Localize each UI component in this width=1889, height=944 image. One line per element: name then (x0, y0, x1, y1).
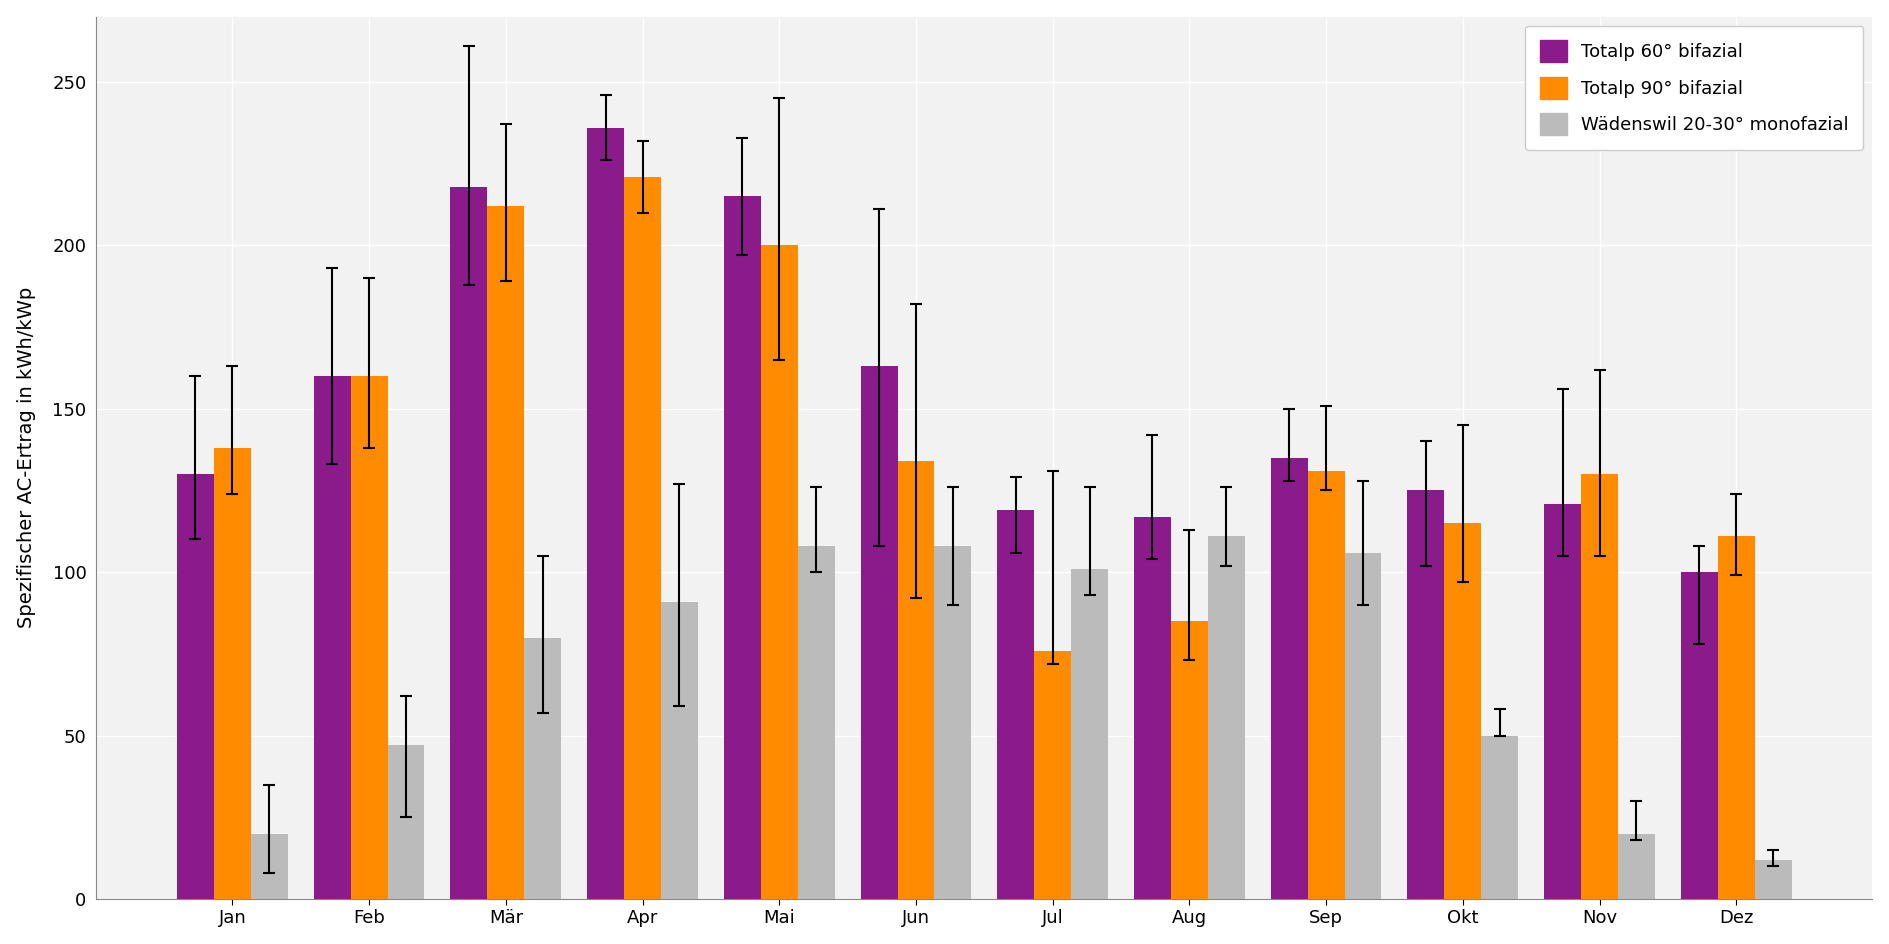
Bar (1171, 621, 1207, 899)
Y-axis label: Spezifischer AC-Ertrag in kWh/kWp: Spezifischer AC-Ertrag in kWh/kWp (17, 287, 36, 629)
Bar (450, 187, 487, 899)
Bar (1755, 860, 1791, 899)
Bar (1445, 523, 1481, 899)
Bar (935, 546, 971, 899)
Bar (1481, 735, 1519, 899)
Bar (314, 376, 351, 899)
Bar (487, 206, 525, 899)
Bar (525, 637, 561, 899)
Bar (178, 474, 213, 899)
Bar (1581, 474, 1619, 899)
Bar (1407, 491, 1445, 899)
Bar (997, 510, 1033, 899)
Bar (1033, 650, 1071, 899)
Bar (387, 746, 425, 899)
Bar (351, 376, 387, 899)
Bar (1133, 516, 1171, 899)
Legend: Totalp 60° bifazial, Totalp 90° bifazial, Wädenswil 20-30° monofazial: Totalp 60° bifazial, Totalp 90° bifazial… (1524, 25, 1863, 149)
Bar (1543, 503, 1581, 899)
Bar (1619, 834, 1655, 899)
Bar (797, 546, 835, 899)
Bar (661, 601, 697, 899)
Bar (1071, 569, 1109, 899)
Bar (897, 461, 935, 899)
Bar (1207, 536, 1245, 899)
Bar (623, 177, 661, 899)
Bar (1345, 552, 1381, 899)
Bar (213, 448, 251, 899)
Bar (1271, 458, 1307, 899)
Bar (1307, 471, 1345, 899)
Bar (1681, 572, 1717, 899)
Bar (251, 834, 287, 899)
Bar (761, 245, 797, 899)
Bar (861, 366, 897, 899)
Bar (723, 196, 761, 899)
Bar (1717, 536, 1755, 899)
Bar (587, 127, 623, 899)
